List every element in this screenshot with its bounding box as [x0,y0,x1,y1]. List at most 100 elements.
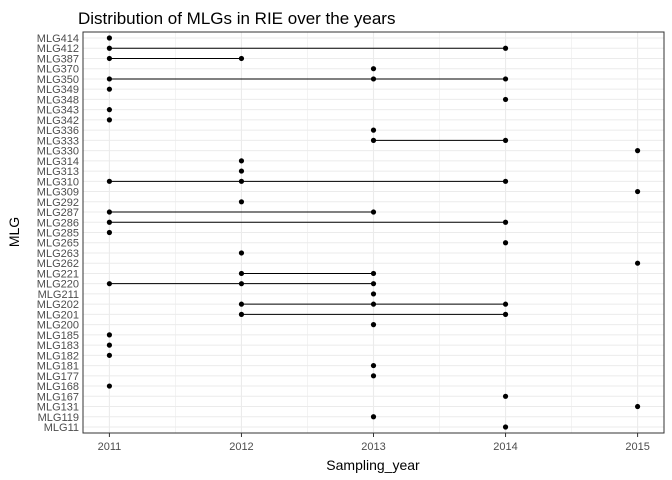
y-tick-label: MLG313 [37,166,79,178]
y-tick-label: MLG310 [37,176,79,188]
y-tick-label: MLG330 [37,146,79,158]
x-tick-label: 2015 [625,441,649,453]
mlg-point [370,137,377,143]
y-tick-label: MLG202 [37,299,79,311]
mlg-point [106,281,113,287]
mlg-point [106,45,113,51]
mlg-point [106,76,113,82]
y-tick-label: MLG167 [37,391,79,403]
mlg-point [634,260,641,266]
x-tick-label: 2014 [493,441,517,453]
mlg-point [238,199,245,205]
mlg-point [106,86,113,92]
y-tick-label: MLG177 [37,371,79,383]
y-tick-label: MLG309 [37,187,79,199]
mlg-point [106,117,113,123]
y-tick-label: MLG350 [37,74,79,86]
y-tick-label: MLG131 [37,402,79,414]
y-tick-label: MLG11 [44,422,79,434]
y-tick-label: MLG185 [37,330,79,342]
y-tick-label: MLG336 [37,125,79,137]
mlg-point [238,250,245,256]
mlg-point [106,35,113,41]
mlg-point [106,383,113,389]
mlg-point [106,342,113,348]
mlg-point [502,393,509,399]
mlg-point [106,229,113,236]
grid-lines [83,32,664,433]
mlg-point [502,219,509,225]
mlg-point [370,66,377,72]
mlg-point [502,76,509,82]
mlg-point [238,55,245,62]
y-tick-label: MLG183 [37,340,79,352]
y-tick-label: MLG182 [37,350,79,362]
y-tick-label: MLG201 [37,309,79,321]
y-tick-label: MLG412 [37,43,79,55]
mlg-point [370,373,377,379]
y-tick-label: MLG220 [37,279,79,291]
y-tick-labels: MLG414MLG412MLG387MLG370MLG350MLG349MLG3… [37,33,79,434]
y-tick-label: MLG200 [37,320,79,332]
mlg-point [106,209,113,215]
panel-border [82,31,665,434]
mlg-point [106,352,113,358]
y-tick-label: MLG262 [37,258,79,270]
mlg-point [238,270,245,277]
mlg-point [502,45,509,51]
mlg-point [106,178,113,184]
mlg-point [370,270,377,277]
mlg-point [106,219,113,225]
x-tick-label: 2012 [229,441,253,453]
y-tick-label: MLG287 [37,207,79,219]
y-tick-label: MLG168 [37,381,79,393]
mlg-point [238,158,245,164]
mlg-point [502,96,509,103]
mlg-point [106,55,113,62]
mlg-point [370,301,377,307]
mlg-point [106,107,113,113]
y-tick-label: MLG342 [37,115,79,127]
mlg-point [370,76,377,82]
y-tick-label: MLG314 [37,156,79,168]
y-tick-label: MLG387 [37,53,79,65]
mlg-point [502,240,509,246]
mlg-point [238,281,245,287]
x-tick-label: 2013 [361,441,385,453]
y-tick-label: MLG119 [38,412,79,424]
mlg-point [634,148,641,154]
mlg-point [370,322,377,328]
y-tick-label: MLG221 [37,268,79,280]
mlg-point [370,414,377,420]
y-tick-label: MLG286 [37,217,79,229]
mlg-point [502,178,509,184]
y-tick-label: MLG414 [37,33,79,45]
mlg-point [370,362,377,369]
y-tick-label: MLG349 [37,84,79,96]
mlg-point [634,403,641,410]
data-marks [106,35,641,430]
y-tick-label: MLG181 [37,361,79,373]
y-tick-label: MLG263 [37,248,79,260]
mlg-point [370,291,377,297]
mlg-point [370,209,377,215]
y-axis-title: MLG [6,217,22,247]
mlg-point [238,178,245,184]
y-tick-label: MLG285 [37,228,79,240]
y-tick-label: MLG370 [37,64,79,76]
mlg-point [502,301,509,307]
mlg-point [634,188,641,195]
mlg-point [238,311,245,317]
y-tick-label: MLG211 [38,289,79,301]
y-tick-label: MLG292 [37,197,79,209]
mlg-point [502,424,509,430]
y-tick-label: MLG348 [37,94,79,106]
x-tick-label: 2011 [98,441,122,453]
mlg-point [370,281,377,287]
mlg-point [106,332,113,338]
mlg-point [502,137,509,143]
y-tick-label: MLG265 [37,238,79,250]
mlg-point [238,301,245,307]
y-tick-label: MLG333 [37,135,79,147]
